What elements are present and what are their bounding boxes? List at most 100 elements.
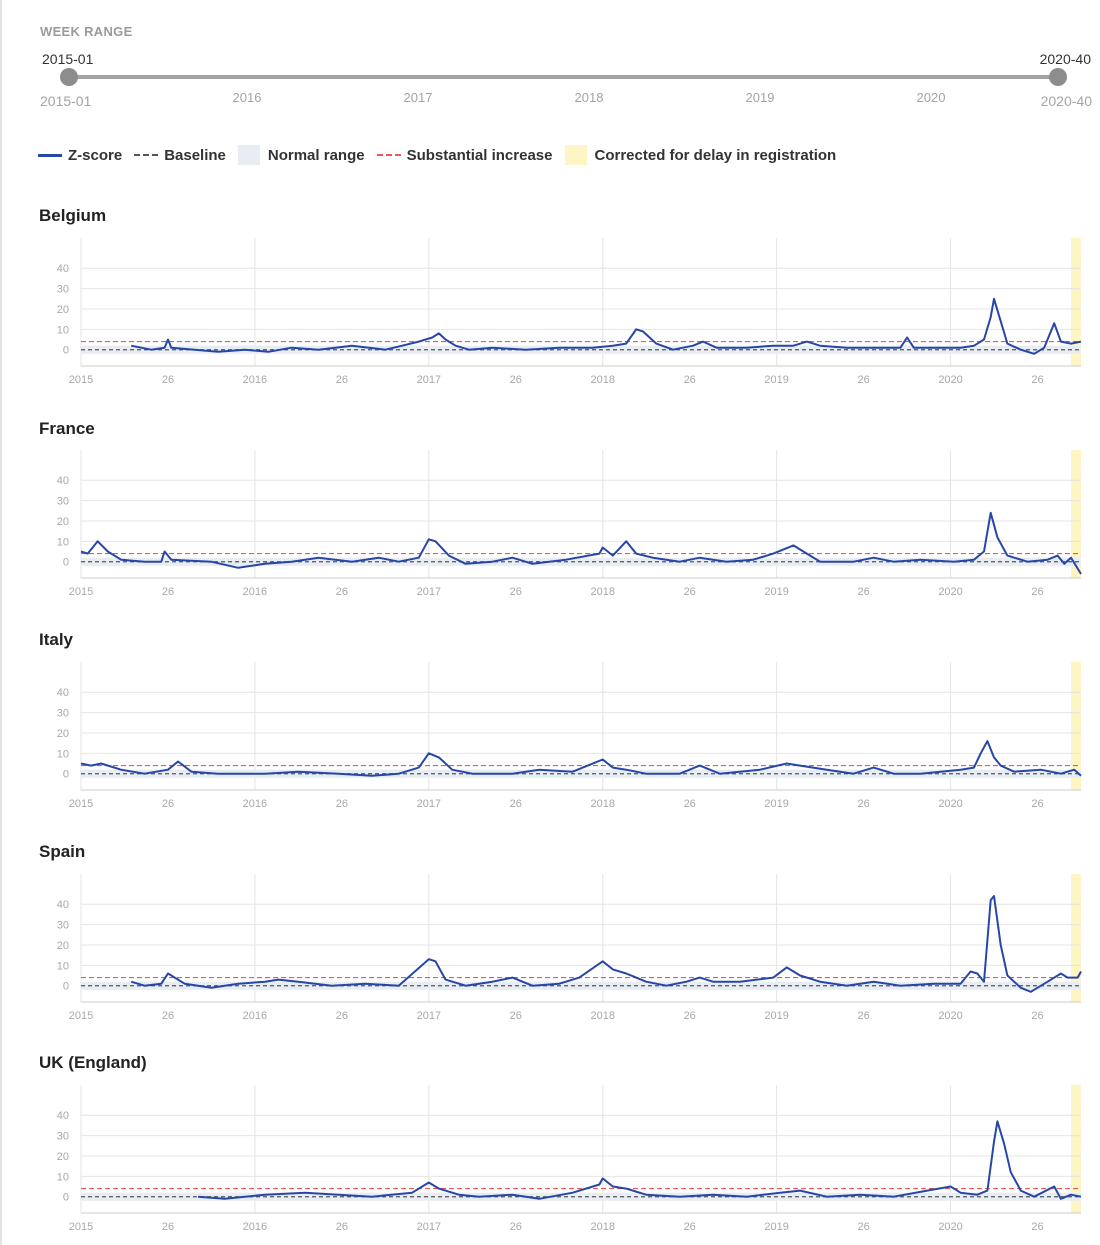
legend-zscore: Z-score bbox=[38, 147, 122, 164]
x-tick-label: 2016 bbox=[243, 1221, 267, 1233]
legend-substantial-increase: Substantial increase bbox=[376, 147, 553, 164]
y-tick-label: 10 bbox=[57, 960, 69, 972]
y-tick-label: 0 bbox=[63, 557, 69, 569]
chart-belgium: 0 10 20 30 40 2015 26 2016 26 2017 26 2018 26 2019 26 2… bbox=[57, 238, 1082, 386]
x-tick-label: 2018 bbox=[590, 1010, 614, 1022]
y-tick-label: 30 bbox=[57, 1131, 69, 1143]
legend-normal-range-label: Normal range bbox=[267, 146, 365, 164]
x-tick-label: 26 bbox=[336, 798, 348, 810]
legend-baseline-label: Baseline bbox=[164, 146, 226, 164]
chart-legend: Z-score Baseline Normal range Substantia… bbox=[38, 145, 848, 165]
x-tick-label: 26 bbox=[510, 798, 522, 810]
x-tick-label: 2018 bbox=[590, 374, 614, 386]
x-tick-label: 26 bbox=[684, 1010, 696, 1022]
x-tick-label: 2020 bbox=[938, 586, 962, 598]
x-tick-label: 2015 bbox=[69, 1221, 93, 1233]
x-tick-label: 26 bbox=[510, 586, 522, 598]
y-tick-label: 30 bbox=[57, 708, 69, 720]
x-tick-label: 26 bbox=[162, 374, 174, 386]
x-tick-label: 2017 bbox=[417, 1010, 441, 1022]
chart-italy: 0 10 20 30 40 2015 26 2016 26 2017 26 2018 26 2019 26 2… bbox=[57, 662, 1082, 810]
y-tick-label: 10 bbox=[57, 536, 69, 548]
y-tick-label: 20 bbox=[57, 304, 69, 316]
chart-spain: 0 10 20 30 40 2015 26 2016 26 2017 26 2018 26 2019 26 2… bbox=[57, 874, 1082, 1022]
x-tick-label: 2020 bbox=[938, 798, 962, 810]
x-tick-label: 26 bbox=[336, 586, 348, 598]
x-tick-label: 2020 bbox=[938, 1221, 962, 1233]
x-tick-label: 2018 bbox=[590, 798, 614, 810]
country-title-belgium: Belgium bbox=[39, 206, 107, 225]
x-tick-label: 2016 bbox=[243, 586, 267, 598]
x-tick-label: 26 bbox=[510, 374, 522, 386]
x-tick-label: 2019 bbox=[764, 1010, 788, 1022]
corrected-band bbox=[1070, 874, 1081, 1002]
legend-zscore-label: Z-score bbox=[68, 146, 123, 164]
x-tick-label: 26 bbox=[162, 1010, 174, 1022]
chart-france: 0 10 20 30 40 2015 26 2016 26 2017 26 2018 26 2019 26 2… bbox=[57, 450, 1082, 598]
x-tick-label: 26 bbox=[162, 798, 174, 810]
week-range-tick: 2020 bbox=[916, 90, 946, 105]
y-tick-label: 10 bbox=[57, 1171, 69, 1183]
week-range-start-handle[interactable] bbox=[60, 68, 78, 86]
legend-baseline: Baseline bbox=[134, 147, 226, 164]
x-tick-label: 2015 bbox=[69, 798, 93, 810]
frame-edge bbox=[0, 0, 2, 1245]
x-tick-label: 2020 bbox=[938, 374, 962, 386]
y-tick-label: 20 bbox=[57, 728, 69, 740]
country-title-uk-england: UK (England) bbox=[39, 1053, 147, 1072]
zscore-line bbox=[198, 1120, 1082, 1200]
y-tick-label: 30 bbox=[57, 496, 69, 508]
x-tick-label: 26 bbox=[857, 374, 869, 386]
x-tick-label: 26 bbox=[162, 1221, 174, 1233]
week-range-tick: 2020-40 bbox=[1040, 93, 1092, 109]
x-tick-label: 2019 bbox=[764, 798, 788, 810]
week-range-tick: 2018 bbox=[574, 90, 604, 105]
x-tick-label: 26 bbox=[857, 1221, 869, 1233]
x-tick-label: 2018 bbox=[590, 586, 614, 598]
x-tick-label: 2019 bbox=[764, 586, 788, 598]
y-tick-label: 20 bbox=[57, 940, 69, 952]
zscore-line bbox=[80, 740, 1082, 777]
x-tick-label: 2015 bbox=[69, 374, 93, 386]
x-tick-label: 26 bbox=[1031, 1221, 1043, 1233]
y-tick-label: 0 bbox=[63, 1192, 69, 1204]
y-tick-label: 40 bbox=[57, 687, 69, 699]
week-range-tick: 2017 bbox=[403, 90, 433, 105]
x-tick-label: 2015 bbox=[69, 1010, 93, 1022]
legend-corrected-label: Corrected for delay in registration bbox=[594, 146, 837, 164]
y-tick-label: 20 bbox=[57, 516, 69, 528]
x-tick-label: 2020 bbox=[938, 1010, 962, 1022]
week-range-end-value: 2020-40 bbox=[1039, 51, 1091, 67]
y-tick-label: 40 bbox=[57, 899, 69, 911]
x-tick-label: 2019 bbox=[764, 374, 788, 386]
week-range-track[interactable] bbox=[69, 75, 1058, 79]
x-tick-label: 26 bbox=[336, 1221, 348, 1233]
x-tick-label: 2019 bbox=[764, 1221, 788, 1233]
x-tick-label: 2016 bbox=[243, 374, 267, 386]
week-range-end-handle[interactable] bbox=[1049, 68, 1067, 86]
x-tick-label: 2015 bbox=[69, 586, 93, 598]
week-range-tick: 2016 bbox=[232, 90, 262, 105]
legend-corrected: Corrected for delay in registration bbox=[564, 145, 837, 165]
corrected-band bbox=[1070, 450, 1081, 578]
y-tick-label: 0 bbox=[63, 981, 69, 993]
y-tick-label: 10 bbox=[57, 324, 69, 336]
x-tick-label: 26 bbox=[857, 798, 869, 810]
country-title-france: France bbox=[39, 419, 95, 438]
week-range-title: WEEK RANGE bbox=[40, 24, 133, 39]
country-title-spain: Spain bbox=[39, 842, 86, 861]
y-tick-label: 40 bbox=[57, 263, 69, 275]
x-tick-label: 2017 bbox=[417, 1221, 441, 1233]
x-tick-label: 26 bbox=[684, 374, 696, 386]
y-tick-label: 0 bbox=[63, 769, 69, 781]
y-tick-label: 0 bbox=[63, 345, 69, 357]
corrected-swatch bbox=[564, 145, 587, 165]
x-tick-label: 26 bbox=[684, 798, 696, 810]
x-tick-label: 26 bbox=[510, 1010, 522, 1022]
x-tick-label: 26 bbox=[510, 1221, 522, 1233]
y-tick-label: 20 bbox=[57, 1151, 69, 1163]
normal-range-swatch bbox=[237, 145, 260, 165]
zscore-swatch bbox=[38, 153, 62, 157]
week-range-tick: 2015-01 bbox=[40, 93, 92, 109]
x-tick-label: 26 bbox=[684, 1221, 696, 1233]
